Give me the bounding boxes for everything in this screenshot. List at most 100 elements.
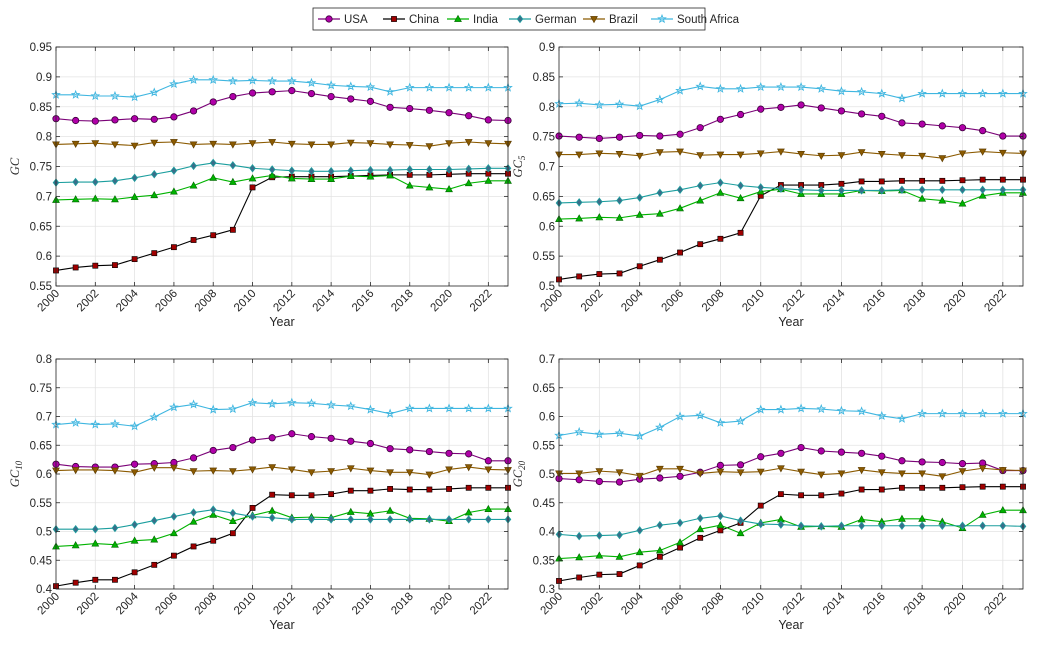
data-point-india	[71, 541, 80, 549]
data-point-brazil	[696, 152, 705, 160]
data-point-german	[656, 520, 664, 530]
data-point-brazil	[898, 470, 906, 478]
data-point-usa	[150, 115, 158, 123]
data-point-brazil	[248, 466, 257, 474]
data-point-brazil	[425, 143, 434, 151]
data-point-german	[696, 181, 704, 190]
series-line-south-africa	[56, 79, 508, 98]
data-point-usa	[189, 107, 198, 115]
data-point-china	[576, 273, 583, 280]
data-point-brazil	[676, 465, 684, 474]
data-point-india	[575, 214, 584, 222]
data-point-china	[899, 177, 905, 184]
data-point-china	[190, 237, 197, 243]
y-tick-label: 0.4	[539, 527, 556, 539]
data-point-brazil	[71, 467, 80, 475]
x-axis-label: Year	[778, 315, 803, 329]
data-point-india	[71, 195, 80, 203]
y-tick-label: 0.85	[30, 102, 52, 114]
data-point-south-africa	[483, 82, 494, 92]
data-point-india	[346, 171, 355, 179]
data-point-south-africa	[90, 419, 101, 429]
x-tick-label: 2010	[232, 288, 259, 315]
data-point-usa	[366, 97, 375, 105]
data-point-china	[697, 241, 704, 248]
data-point-south-africa	[634, 101, 645, 111]
data-point-china	[838, 180, 845, 187]
data-point-german	[817, 522, 825, 531]
data-point-south-africa	[695, 81, 706, 91]
data-point-usa	[958, 124, 967, 132]
data-point-brazil	[655, 465, 664, 474]
y-tick-label: 0.55	[533, 251, 555, 263]
data-point-south-africa	[957, 88, 968, 98]
data-point-german	[131, 520, 138, 529]
data-point-brazil	[736, 151, 745, 159]
data-point-usa	[229, 443, 237, 452]
data-point-india	[918, 194, 927, 202]
y-axis-label: GC	[8, 157, 22, 175]
data-point-india	[464, 179, 473, 187]
data-point-brazil	[228, 468, 237, 476]
data-point-usa	[307, 90, 316, 98]
data-point-usa	[484, 116, 492, 124]
y-tick-label: 0.65	[533, 383, 555, 395]
data-point-brazil	[635, 472, 644, 480]
data-point-south-africa	[169, 78, 179, 89]
data-point-china	[131, 569, 138, 576]
data-point-china	[757, 502, 764, 509]
data-point-brazil	[696, 470, 705, 478]
x-tick-label: 2004	[619, 590, 646, 617]
data-point-brazil	[756, 468, 765, 476]
legend-entry-south-africa: South Africa	[651, 13, 740, 26]
data-point-china	[112, 262, 118, 268]
data-point-south-africa	[876, 88, 887, 98]
series-line-china	[558, 179, 1023, 280]
data-point-german	[858, 186, 865, 195]
y-tick-label: 0.9	[36, 72, 52, 84]
x-tick-label: 2002	[579, 591, 606, 618]
legend-label: China	[409, 14, 440, 26]
data-point-india	[736, 529, 745, 537]
data-point-german	[898, 185, 906, 195]
x-tick-label: 2008	[193, 591, 220, 618]
y-axis: 0.5 0.55 0.6 0.65 0.7 0.75 0.8 0.85 0.9	[533, 42, 1023, 293]
series-brazil	[555, 465, 1027, 481]
legend-marker-triangle-down-icon	[590, 16, 598, 24]
data-point-brazil	[857, 149, 866, 157]
data-point-usa	[979, 459, 987, 467]
data-point-china	[229, 226, 236, 233]
data-point-china	[616, 270, 623, 277]
data-point-china	[677, 544, 683, 551]
data-point-china	[367, 487, 374, 494]
data-point-german	[575, 531, 583, 541]
data-point-usa	[615, 133, 624, 141]
data-point-brazil	[170, 464, 178, 472]
x-tick-label: 2012	[781, 591, 808, 618]
data-point-india	[696, 196, 705, 204]
data-point-china	[656, 256, 663, 263]
data-point-south-africa	[247, 75, 258, 85]
data-point-usa	[777, 449, 785, 457]
y-axis: 0.55 0.6 0.65 0.7 0.75 0.8 0.85 0.9 0.95	[30, 42, 508, 293]
data-point-china	[92, 576, 99, 583]
data-point-usa	[131, 460, 139, 468]
data-point-usa	[386, 103, 394, 111]
y-tick-label: 0.65	[533, 191, 555, 203]
data-point-china	[778, 491, 784, 498]
data-point-india	[170, 529, 178, 537]
data-point-brazil	[676, 148, 684, 156]
data-point-india	[346, 507, 355, 515]
data-point-german	[696, 514, 704, 523]
x-tick-label: 2012	[271, 288, 298, 315]
y-tick-label: 0.3	[539, 584, 555, 596]
data-point-south-africa	[735, 83, 746, 93]
data-point-china	[596, 271, 603, 277]
data-point-china	[858, 178, 865, 185]
data-point-german	[308, 515, 315, 524]
series-brazil	[555, 148, 1027, 163]
data-point-china	[919, 484, 926, 491]
data-point-india	[268, 506, 277, 514]
data-point-south-africa	[208, 74, 219, 84]
data-point-south-africa	[816, 403, 827, 414]
